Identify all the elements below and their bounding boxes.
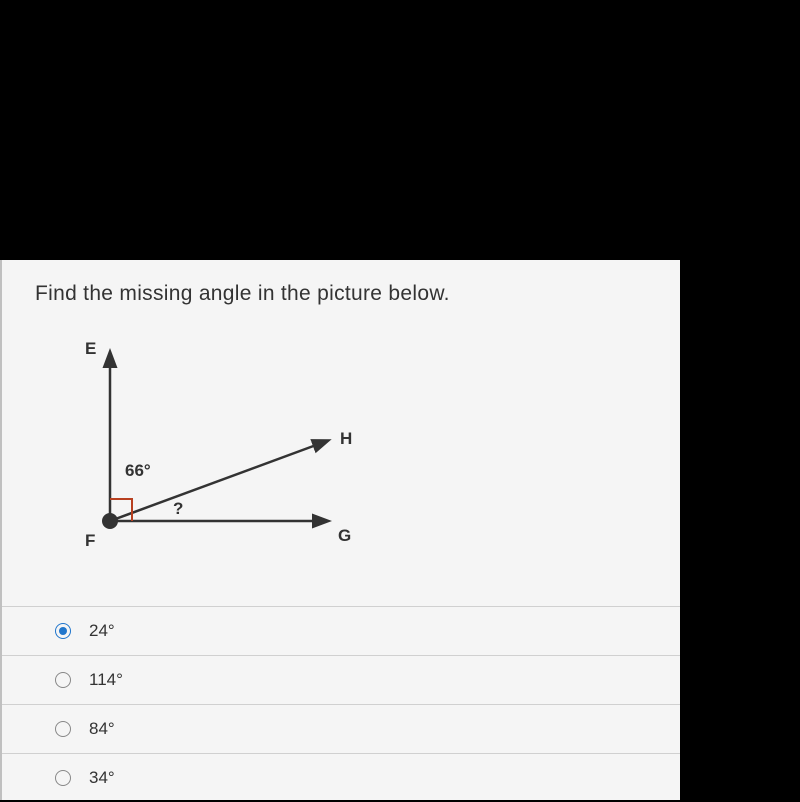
content-panel: Find the missing angle in the picture be… (0, 260, 680, 800)
radio-icon (55, 770, 71, 786)
label-H: H (340, 429, 352, 449)
option-label: 34° (89, 768, 115, 788)
ray-FH (110, 441, 327, 521)
option-1[interactable]: 114° (0, 655, 680, 704)
option-2[interactable]: 84° (0, 704, 680, 753)
angle-diagram: E F G H 66° ? (55, 331, 435, 556)
given-angle: 66° (125, 461, 151, 481)
radio-icon (55, 623, 71, 639)
question-text: Find the missing angle in the picture be… (0, 260, 680, 316)
radio-icon (55, 721, 71, 737)
answer-options: 24° 114° 84° 34° (0, 606, 680, 802)
option-label: 84° (89, 719, 115, 739)
option-3[interactable]: 34° (0, 753, 680, 802)
option-label: 24° (89, 621, 115, 641)
label-E: E (85, 339, 96, 359)
unknown-angle: ? (173, 499, 183, 519)
label-F: F (85, 531, 95, 551)
radio-icon (55, 672, 71, 688)
option-label: 114° (89, 670, 123, 690)
option-0[interactable]: 24° (0, 606, 680, 655)
vertex-dot (102, 513, 118, 529)
left-divider (0, 260, 2, 800)
label-G: G (338, 526, 351, 546)
